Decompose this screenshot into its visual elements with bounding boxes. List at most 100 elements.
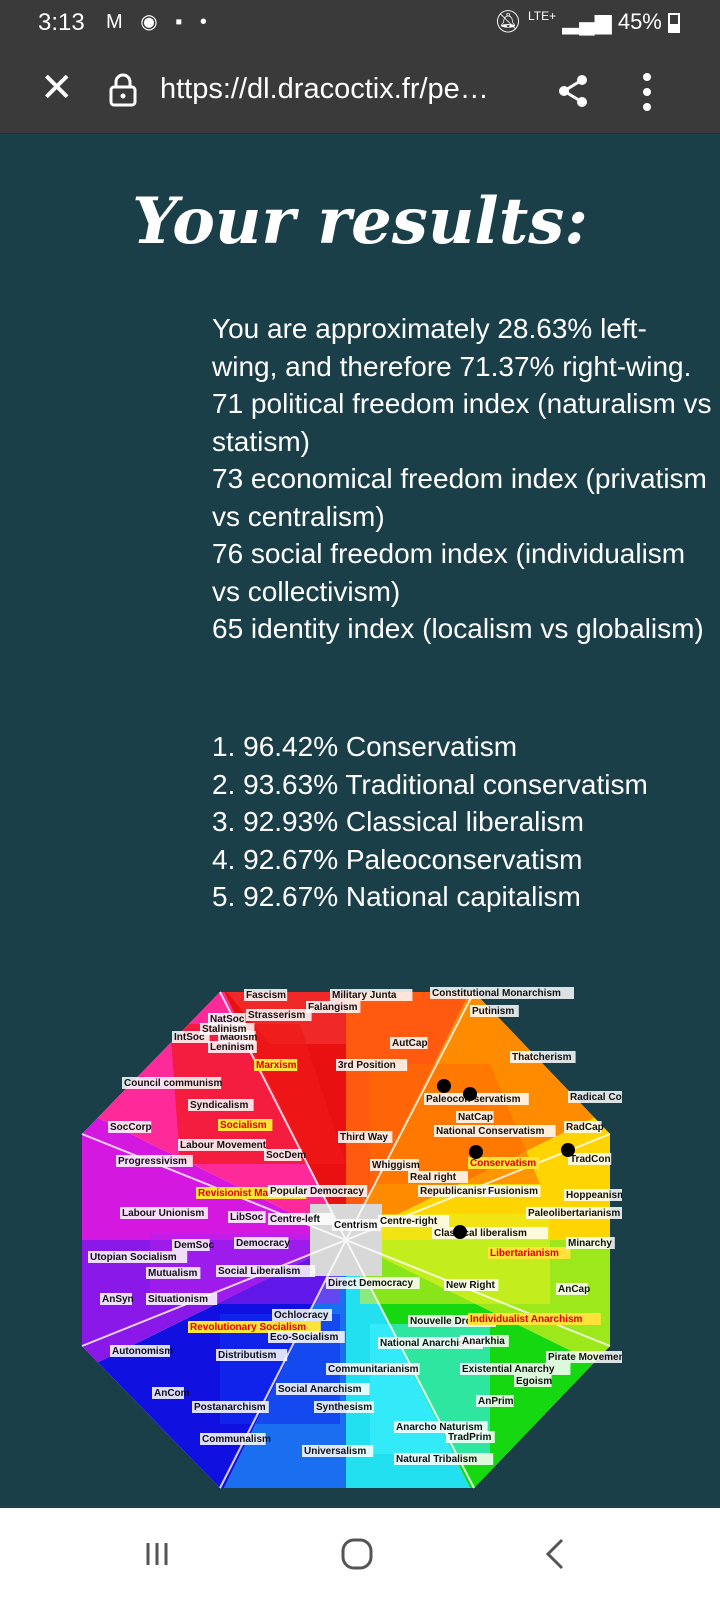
result-marker (463, 1087, 477, 1101)
compass-label-background (468, 1157, 540, 1169)
compass-label: Fusionism (488, 1186, 538, 1197)
compass-label: NatSoc (210, 1014, 245, 1025)
compass-label: Strasserism (248, 1010, 305, 1021)
compass-label: Ochlocracy (274, 1310, 329, 1321)
compass-label: Nouvelle Droite (410, 1316, 484, 1327)
close-icon[interactable]: ✕ (40, 66, 74, 110)
compass-label-background (564, 1121, 602, 1133)
compass-label-background (234, 1237, 289, 1249)
compass-label: Social Anarchism (278, 1384, 362, 1395)
compass-label-background (244, 989, 288, 1001)
compass-label: Falangism (308, 1002, 358, 1013)
compass-label-background (218, 1119, 273, 1131)
recent-apps-icon[interactable] (142, 1539, 172, 1569)
compass-label-background (116, 1155, 193, 1167)
compass-label: Centre-left (270, 1214, 321, 1225)
result-marker (437, 1079, 451, 1093)
compass-label-background (568, 1153, 612, 1165)
signal-icon: ▂▄▆ (562, 9, 612, 34)
compass-label-background (200, 1433, 266, 1445)
compass-label: Social Liberalism (218, 1266, 300, 1277)
compass-label-background (488, 1247, 571, 1259)
compass-label-background (272, 1309, 332, 1321)
page-content: Your results: You are approximately 28.6… (0, 134, 720, 1508)
result-marker (453, 1225, 467, 1239)
compass-label-background (338, 1131, 393, 1143)
share-icon[interactable] (556, 74, 590, 108)
compass-label: Postanarchism (194, 1402, 266, 1413)
compass-label: Pirate Movement (548, 1352, 622, 1363)
left-right-text: You are approximately 28.63% left-wing, … (212, 313, 692, 382)
compass-label-background (188, 1321, 321, 1333)
compass-label-background (208, 1013, 246, 1025)
compass-label: Syndicalism (190, 1100, 248, 1111)
compass-label: Synthesism (316, 1402, 372, 1413)
home-icon[interactable] (340, 1537, 374, 1571)
compass-label-background (178, 1139, 266, 1151)
compass-label: Natural Tribalism (396, 1454, 477, 1465)
compass-label-background (378, 1337, 483, 1349)
compass-label: Egoism (516, 1376, 552, 1387)
compass-label-background (434, 1125, 556, 1137)
back-icon[interactable] (542, 1537, 568, 1571)
status-right: 🔕︎ LTE+ ▂▄▆ 45% (494, 9, 680, 35)
compass-label-background (510, 1051, 576, 1063)
compass-label-background (188, 1099, 254, 1111)
compass-label: Centrism (334, 1220, 377, 1231)
compass-label: Maoism (220, 1032, 257, 1043)
ranking-item: 3. 92.93% Classical liberalism (212, 806, 584, 837)
compass-label: Radical Conservatism (570, 1092, 622, 1103)
compass-label: Council communism (124, 1078, 222, 1089)
compass-label-background (446, 1431, 495, 1443)
compass-label: Revolutionary Socialism (190, 1322, 306, 1333)
compass-label: Popular Democracy (270, 1186, 364, 1197)
compass-label: Constitutional Monarchism (432, 988, 561, 999)
lock-icon[interactable] (108, 72, 138, 108)
compass-label-background (330, 989, 413, 1001)
compass-label-background (336, 1059, 408, 1071)
compass-label: Direct Democracy (328, 1278, 413, 1289)
compass-label-background (246, 1009, 312, 1021)
compass-label-background (216, 1265, 316, 1277)
compass-label: IntSoc (174, 1032, 205, 1043)
compass-label-background (470, 1005, 519, 1017)
compass-label: Libertarianism (490, 1248, 559, 1259)
compass-label-background (408, 1171, 468, 1183)
compass-label-background (430, 987, 574, 999)
compass-label: DemSoc (174, 1240, 214, 1251)
compass-label-background (460, 1363, 571, 1375)
compass-label-background (122, 1077, 222, 1089)
compass-label-background (264, 1149, 302, 1161)
network-label: LTE+ (528, 9, 557, 23)
compass-label: Revisionist Marxism (198, 1188, 295, 1199)
compass-label: AutCap (392, 1038, 428, 1049)
compass-label: Anarkhia (462, 1336, 505, 1347)
compass-label: Labour Movement (180, 1140, 267, 1151)
compass-label: Socialism (220, 1120, 267, 1131)
compass-label-background (108, 1121, 152, 1133)
compass-label: AnCap (558, 1284, 590, 1295)
compass-label: Mutualism (148, 1268, 198, 1279)
ideology-ranking: 1. 96.42% Conservatism 2. 93.63% Traditi… (212, 728, 712, 916)
url-text[interactable]: https://dl.dracoctix.fr/pe… (160, 73, 489, 105)
compass-label-background (418, 1185, 495, 1197)
compass-label-background (192, 1401, 269, 1413)
compass-label: SocDem (266, 1150, 306, 1161)
compass-svg: Fascism Military Junta Constitutional Mona… (81, 987, 684, 1489)
compass-label: Centre-right (380, 1216, 438, 1227)
more-options-icon[interactable] (641, 72, 653, 112)
compass-label: Anarcho Naturism (396, 1422, 483, 1433)
compass-label: New Right (446, 1280, 496, 1291)
compass-label-background (110, 1345, 170, 1357)
compass-label: Distributism (218, 1350, 276, 1361)
compass-label: Individualist Anarchism (470, 1314, 583, 1325)
compass-label: Conservatism (470, 1158, 536, 1169)
result-marker (469, 1145, 483, 1159)
compass-label-background (514, 1375, 552, 1387)
compass-label-background (152, 1387, 184, 1399)
compass-label: TradCon (570, 1154, 611, 1165)
ranking-item: 1. 96.42% Conservatism (212, 731, 518, 762)
status-bar: 3:13 M ◉ ▪ • 🔕︎ LTE+ ▂▄▆ 45% (0, 0, 720, 48)
compass-label-background (460, 1335, 509, 1347)
battery-percent: 45% (617, 9, 662, 34)
